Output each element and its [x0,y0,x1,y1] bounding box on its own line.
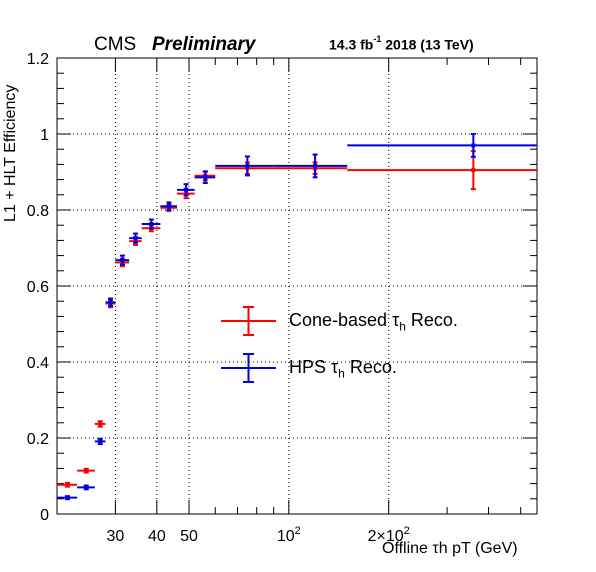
data-point-marker [108,300,113,305]
y-tick-label: 0.6 [27,279,49,296]
legend-entry-hps: HPS τh Reco. [289,357,397,381]
status-label: Preliminary [152,34,256,55]
experiment-label: CMS [94,34,137,55]
data-point-marker [98,421,103,426]
legend-label-cone-rest: Reco. [405,310,458,330]
legend-markers [221,306,276,383]
data-point-marker [65,495,70,500]
y-tick-label: 1 [40,127,49,144]
x-tick-label: 2×102 [368,525,410,545]
data-point-marker [184,187,189,192]
x-tick-label: 102 [277,525,301,545]
data-point-marker [133,236,138,241]
data-point-marker [65,482,70,487]
y-axis-label: L1 + HLT Efficiency [2,84,19,222]
x-tick-label: 30 [107,528,125,545]
y-tick-label: 0.2 [27,431,49,448]
data-point-marker [203,175,208,180]
series-1 [57,133,537,501]
data-point-marker [84,485,89,490]
data-point-marker [166,204,171,209]
data-point-marker [313,163,318,168]
data-series [57,133,537,501]
y-tick-label: 0 [40,507,49,524]
data-point-marker [471,168,476,173]
legend-label-cone-main: Cone-based τ [289,310,400,330]
data-point-marker [149,222,154,227]
x-tick-label-exponent: 2 [404,525,410,537]
y-tick-label: 1.2 [27,51,49,68]
luminosity-label: 14.3 fb-1 2018 (13 TeV) [329,34,474,53]
legend-label-hps-sub: h [338,366,345,381]
y-tick-label: 0.4 [27,355,49,372]
data-point-marker [245,163,250,168]
data-point-marker [84,468,89,473]
legend-label-hps-main: HPS τ [289,357,339,377]
y-tick-label: 0.8 [27,203,49,220]
data-point-marker [98,439,103,444]
legend-entry-cone: Cone-based τh Reco. [289,310,458,334]
x-axis-label: Offline τh pT (GeV) [382,540,518,557]
lumi-prefix: 14.3 fb [329,36,374,53]
data-point-marker [471,143,476,148]
axis-ticks [56,57,537,515]
x-tick-label: 40 [148,528,166,545]
lumi-suffix: 2018 (13 TeV) [385,36,474,53]
data-point-marker [120,258,125,263]
lumi-exponent: -1 [373,34,382,44]
legend-label-hps-rest: Reco. [344,357,397,377]
tick-labels: 0 0.2 0.4 0.6 0.8 1 1.2 30 40 50 102 2×102 [27,51,410,545]
grid-lines [57,58,537,514]
x-tick-label-exponent: 2 [295,525,301,537]
legend-label-cone-sub: h [399,319,406,334]
x-tick-label: 50 [180,528,198,545]
